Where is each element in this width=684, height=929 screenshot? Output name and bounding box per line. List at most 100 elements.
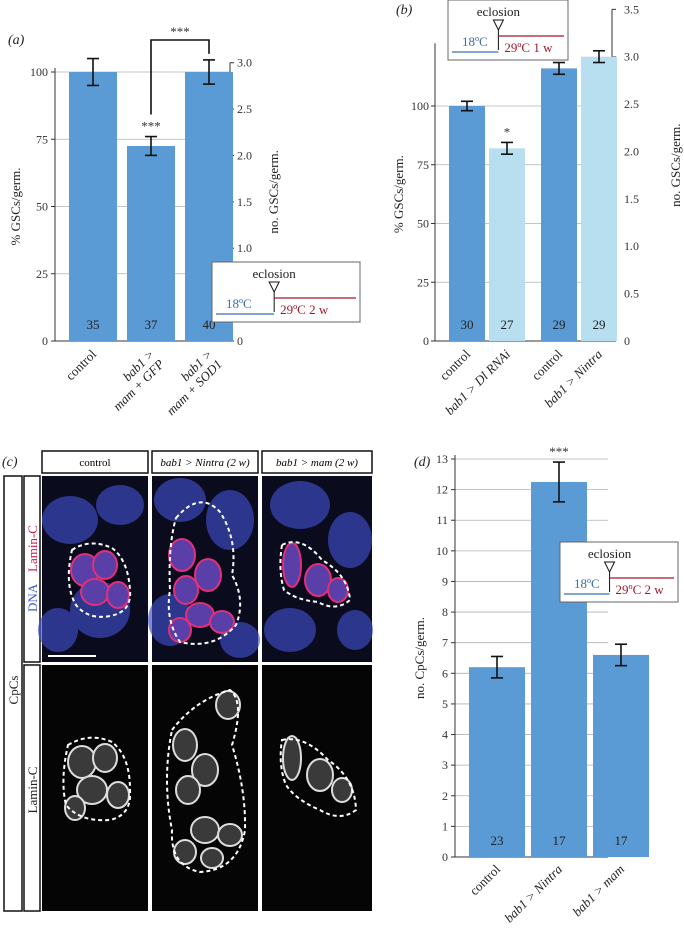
inset-arrow bbox=[492, 19, 505, 32]
y2-tick-label: 2.5 bbox=[237, 102, 252, 116]
inset-cold-label: 18ºC bbox=[226, 296, 252, 311]
y2-tick-label: 3.0 bbox=[237, 56, 252, 70]
y-tick-label: 7 bbox=[442, 636, 448, 650]
cell-outlines bbox=[62, 501, 358, 874]
significance-label: * bbox=[504, 124, 511, 139]
panel-label-a: (a) bbox=[8, 33, 25, 48]
y-axis-label: % GSCs/germ. bbox=[8, 168, 23, 246]
inset-title: eclosion bbox=[477, 4, 521, 19]
row-label-dna: DNA bbox=[25, 583, 40, 612]
inset-warm-label: 29ºC 1 w bbox=[504, 40, 553, 55]
significance-label: *** bbox=[170, 24, 190, 39]
inset-box bbox=[211, 261, 361, 323]
bar bbox=[593, 654, 649, 857]
category-label: control bbox=[466, 861, 503, 898]
inset-warm-label: 29ºC 2 w bbox=[616, 582, 665, 597]
inset-arrow bbox=[603, 561, 616, 574]
significance-label: *** bbox=[549, 444, 569, 459]
bar bbox=[489, 148, 525, 341]
lamin-cells-grey bbox=[64, 690, 353, 869]
y-tick-label: 1 bbox=[442, 819, 448, 833]
row-label-box-bottom bbox=[23, 664, 41, 912]
category-label: bab1 > mam bbox=[569, 862, 627, 920]
y-tick-label: 3 bbox=[442, 758, 448, 772]
y-tick-label: 50 bbox=[36, 200, 48, 214]
inset-box bbox=[447, 0, 569, 61]
y-tick-label: 25 bbox=[417, 275, 429, 289]
panel-label-c: (c) bbox=[2, 455, 18, 470]
category-label: bab1 > Nintra bbox=[501, 861, 565, 925]
lamin-cells-color bbox=[70, 538, 349, 643]
y-tick-label: 75 bbox=[417, 158, 429, 172]
bar bbox=[581, 56, 617, 342]
category-label: control bbox=[528, 346, 565, 383]
row-label-box-top bbox=[23, 475, 41, 663]
col-header-box-1 bbox=[41, 450, 149, 474]
y-axis-label: no. CpCs/germ. bbox=[412, 617, 427, 699]
n-label: 23 bbox=[491, 833, 504, 848]
inset-title: eclosion bbox=[252, 266, 296, 281]
col-header-control: control bbox=[79, 457, 110, 469]
y2-axis-label: no. GSCs/germ. bbox=[266, 150, 281, 233]
y-axis-label: % GSCs/germ. bbox=[391, 155, 406, 233]
panel-label-b: (b) bbox=[396, 3, 413, 18]
significance-bracket bbox=[150, 39, 210, 115]
n-label: 35 bbox=[87, 317, 100, 332]
inset-cold-label: 18ºC bbox=[462, 34, 488, 49]
category-label: control bbox=[62, 346, 99, 383]
y-tick-label: 0 bbox=[42, 334, 48, 348]
col-header-nintra: bab1 > Nintra (2 w) bbox=[160, 457, 250, 469]
y-tick-label: 100 bbox=[30, 65, 48, 79]
y2-tick-label: 3.0 bbox=[624, 50, 639, 64]
bar bbox=[541, 68, 577, 342]
n-label: 17 bbox=[553, 833, 567, 848]
cpcs-label-box bbox=[3, 475, 23, 912]
y-tick-label: 25 bbox=[36, 267, 48, 281]
y-tick-label: 50 bbox=[417, 217, 429, 231]
n-label: 29 bbox=[593, 317, 606, 332]
y-tick-label: 6 bbox=[442, 666, 448, 680]
y2-tick-label: 1.5 bbox=[624, 192, 639, 206]
n-label: 17 bbox=[615, 833, 629, 848]
col-header-box-2 bbox=[151, 450, 259, 474]
n-label: 30 bbox=[461, 317, 474, 332]
y2-tick-label: 2.0 bbox=[237, 148, 252, 162]
y-tick-label: 75 bbox=[36, 132, 48, 146]
y2-axis-label: no. GSCs/germ. bbox=[668, 123, 683, 206]
category-label: control bbox=[436, 346, 473, 383]
y-tick-label: 11 bbox=[436, 513, 448, 527]
n-label: 37 bbox=[145, 317, 159, 332]
y-tick-label: 0 bbox=[423, 334, 429, 348]
bar bbox=[127, 145, 175, 341]
category-label: bab1 >mam + SOD1 bbox=[153, 347, 225, 419]
y-tick-label: 8 bbox=[442, 605, 448, 619]
n-label: 29 bbox=[553, 317, 566, 332]
row-label-lamin-top: Lamin-C bbox=[25, 525, 40, 572]
row-label-lamin-bottom: Lamin-C bbox=[25, 767, 40, 814]
panel-label-d: (d) bbox=[414, 455, 431, 470]
y2-tick-label: 3.5 bbox=[624, 2, 639, 16]
y2-tick-label: 0 bbox=[624, 334, 630, 348]
micrograph-panel: CpCs DNA Lamin-C Lamin-C control bab1 > … bbox=[3, 450, 373, 912]
y2-tick-label: 0 bbox=[237, 334, 243, 348]
y2-tick-label: 1.0 bbox=[237, 241, 252, 255]
y2-tick-label: 2.5 bbox=[624, 97, 639, 111]
col-header-box-3 bbox=[261, 450, 373, 474]
y2-tick-label: 1.0 bbox=[624, 239, 639, 253]
y2-tick-label: 1.5 bbox=[237, 195, 252, 209]
y-tick-label: 12 bbox=[436, 483, 448, 497]
y-tick-label: 2 bbox=[442, 789, 448, 803]
inset-arrow bbox=[268, 281, 280, 294]
inset-warm-label: 29ºC 2 w bbox=[280, 302, 329, 317]
y-tick-label: 9 bbox=[442, 574, 448, 588]
n-label: 27 bbox=[501, 317, 515, 332]
y-tick-label: 100 bbox=[411, 99, 429, 113]
y-tick-label: 0 bbox=[442, 850, 448, 864]
significance-label: *** bbox=[141, 119, 161, 134]
y2-tick-label: 2.0 bbox=[624, 144, 639, 158]
temperature-inset: eclosion 18ºC 29ºC 1 w bbox=[447, 0, 569, 61]
